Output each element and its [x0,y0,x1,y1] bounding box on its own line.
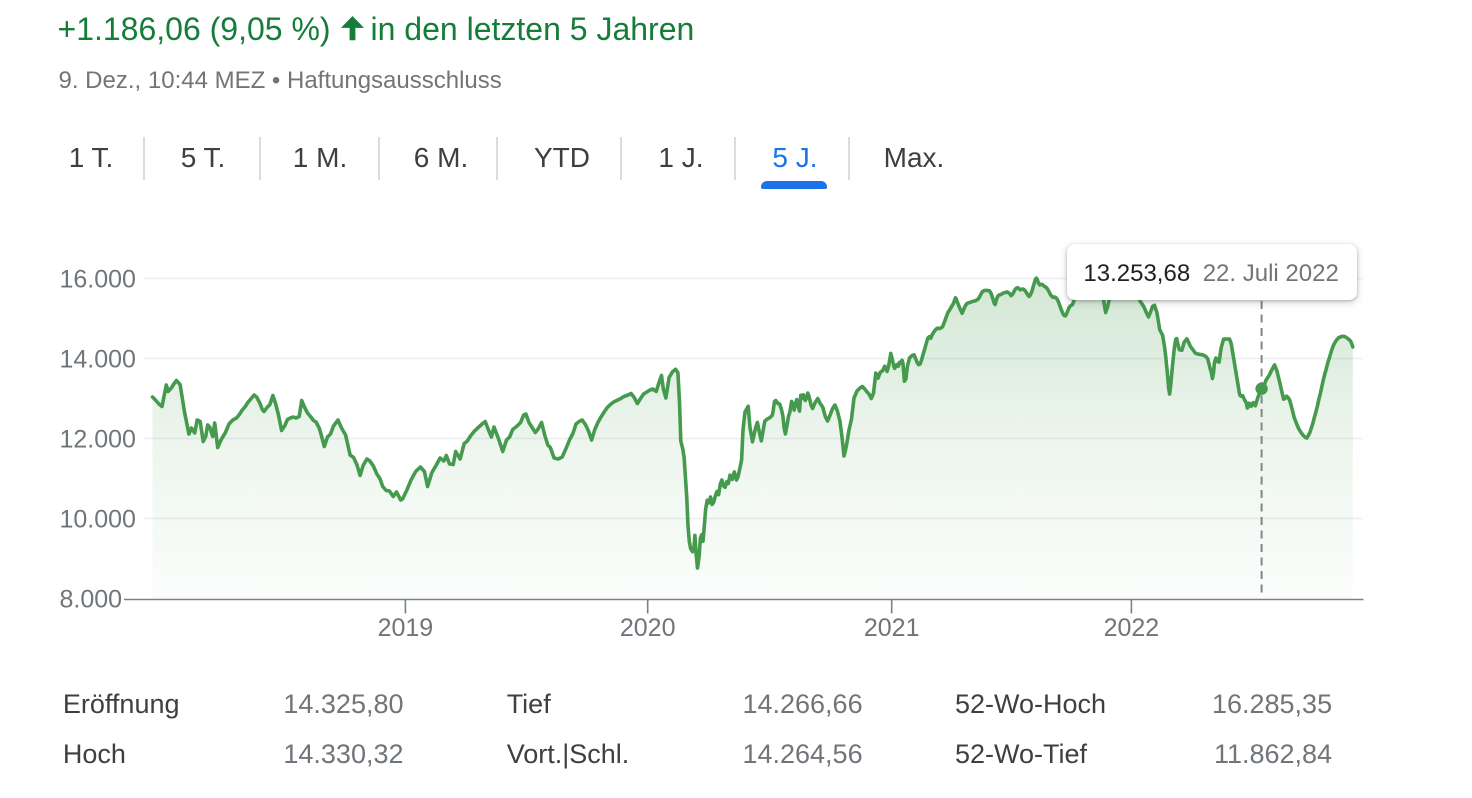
svg-text:16.000: 16.000 [60,266,136,294]
svg-text:8.000: 8.000 [60,586,123,614]
svg-text:2019: 2019 [378,614,434,642]
svg-text:2022: 2022 [1104,614,1160,642]
svg-text:2020: 2020 [620,614,676,642]
svg-text:10.000: 10.000 [60,506,136,534]
svg-text:12.000: 12.000 [60,426,136,454]
svg-text:14.000: 14.000 [60,346,136,374]
svg-text:2021: 2021 [864,614,920,642]
